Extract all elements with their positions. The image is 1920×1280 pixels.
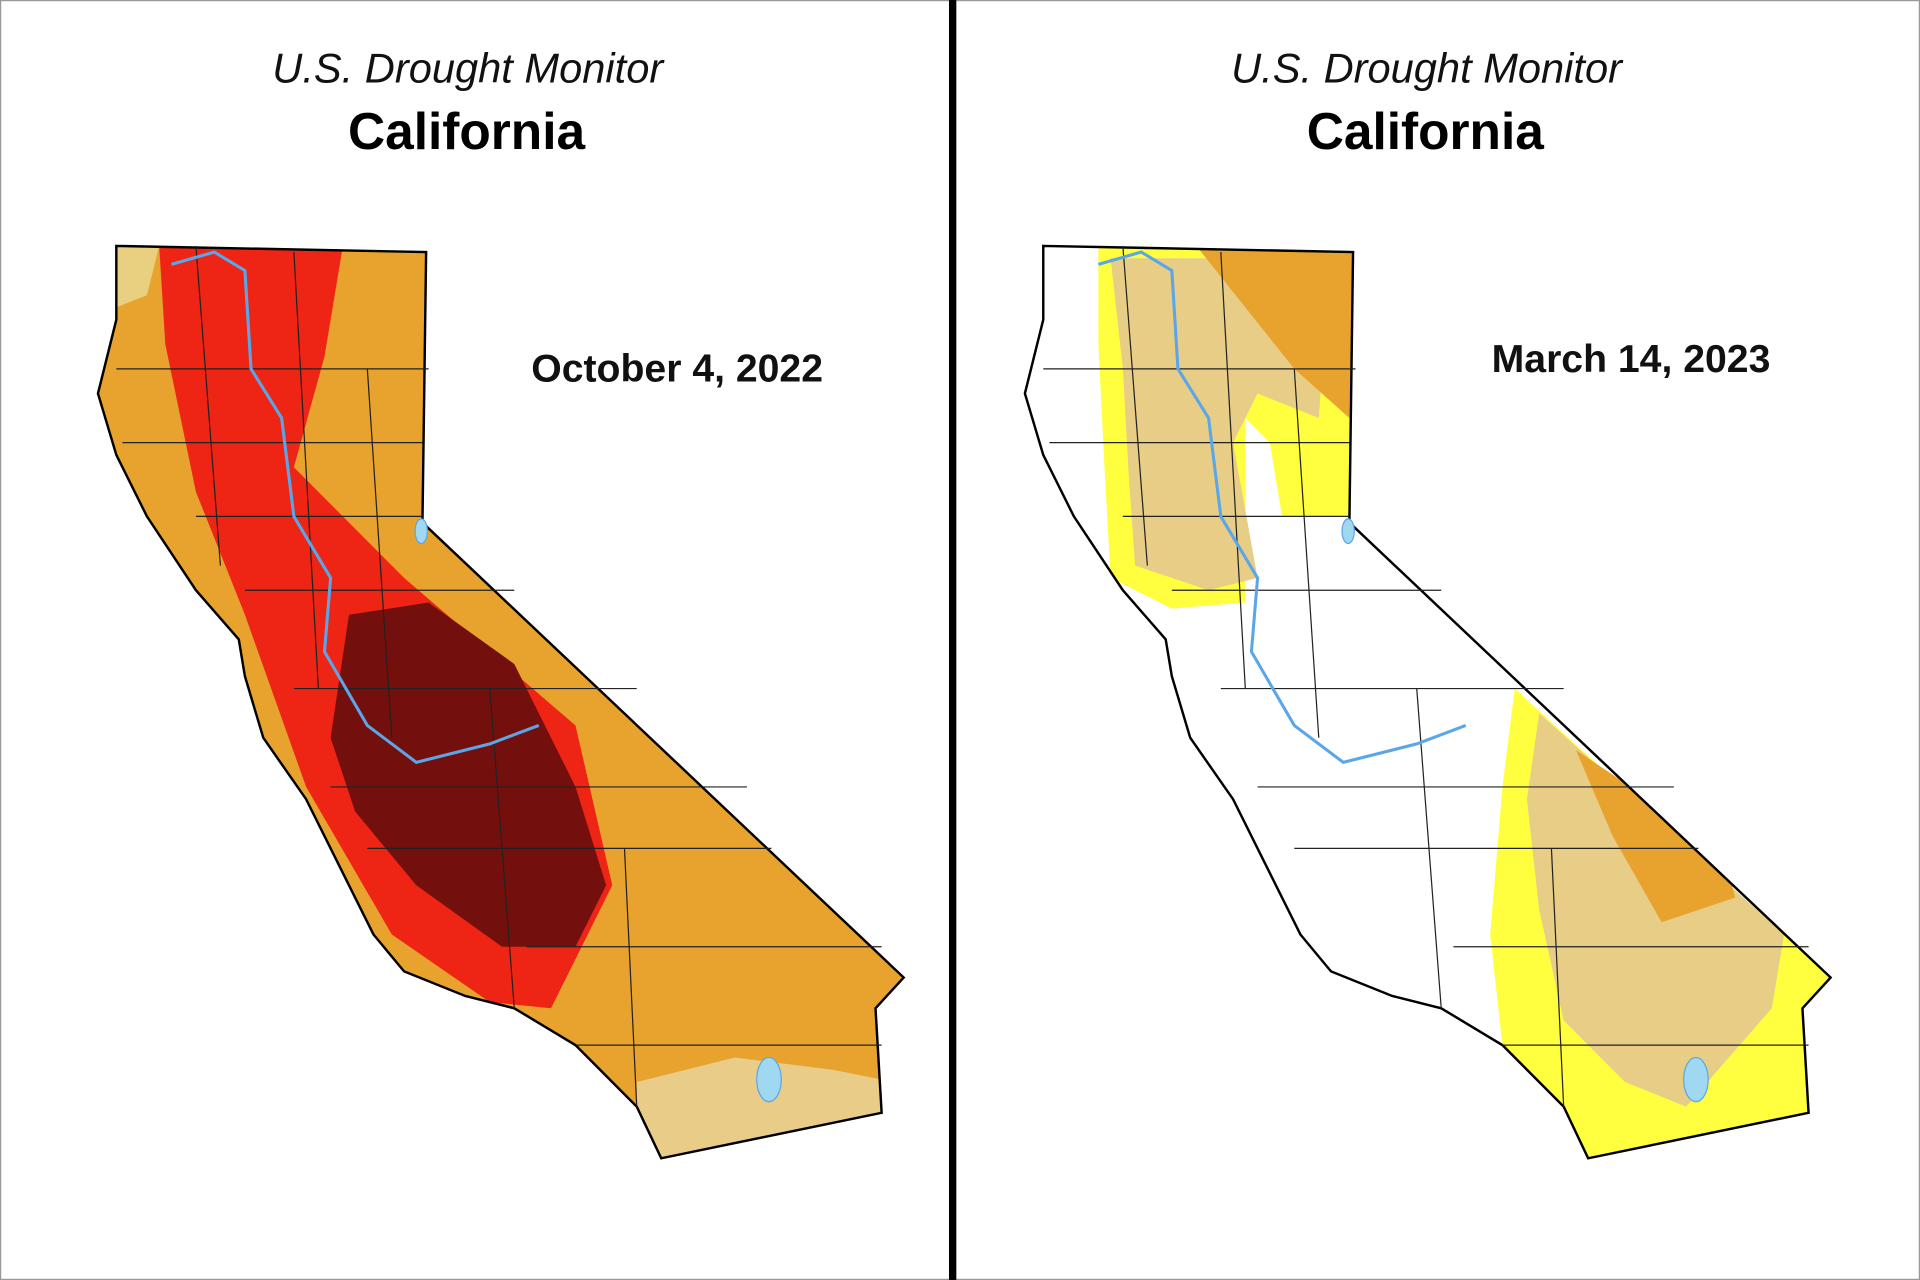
subtitle: U.S. Drought Monitor — [272, 44, 665, 91]
title: California — [1307, 102, 1544, 160]
date: March 14, 2023 — [1492, 337, 1771, 381]
date: October 4, 2022 — [531, 347, 823, 391]
title: California — [348, 102, 585, 160]
subtitle: U.S. Drought Monitor — [1231, 44, 1624, 91]
